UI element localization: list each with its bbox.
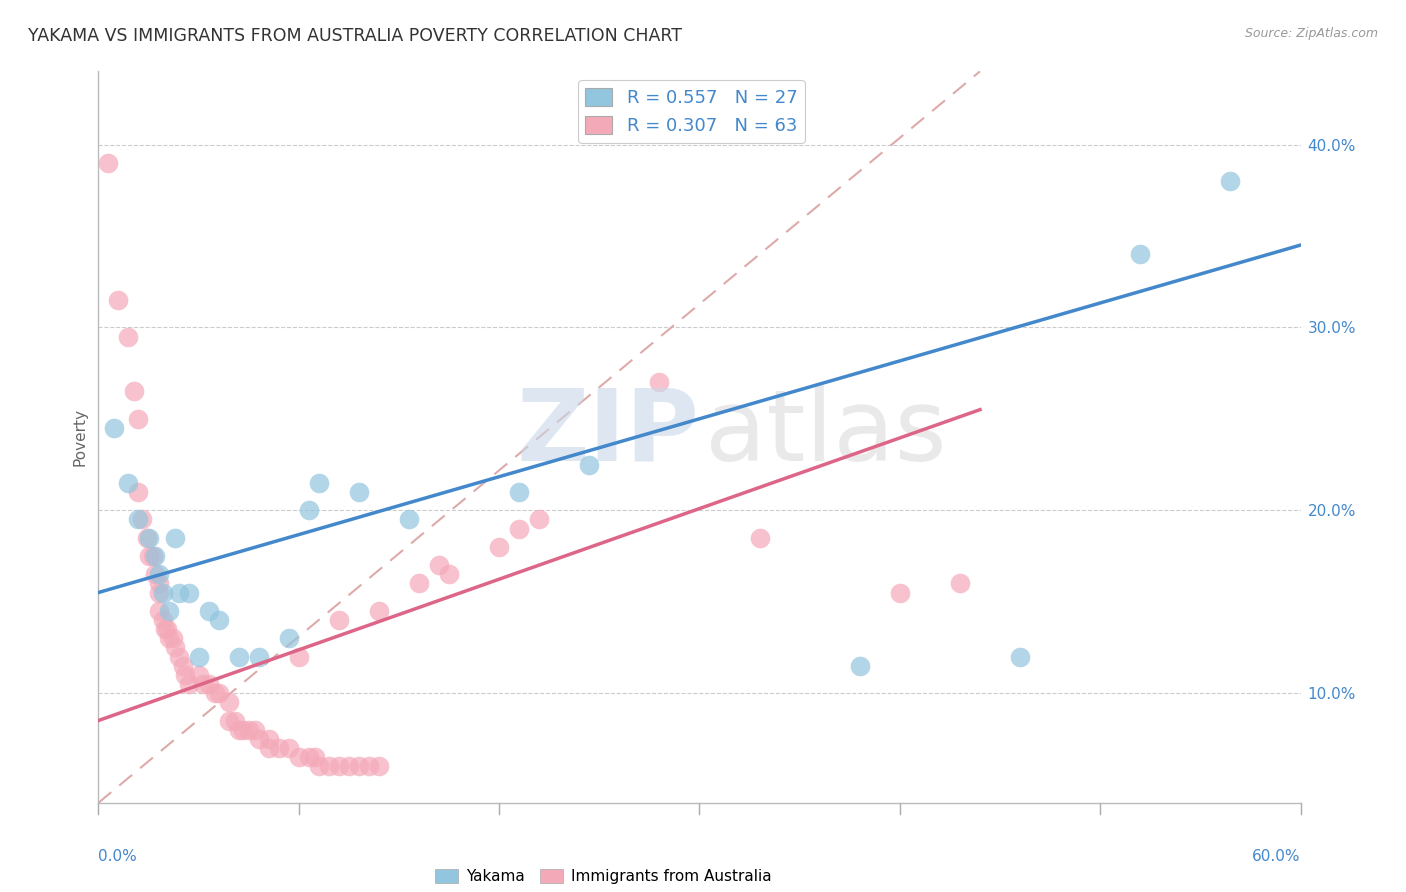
Point xyxy=(398,512,420,526)
Point xyxy=(97,155,120,169)
Point xyxy=(117,475,139,490)
Point xyxy=(328,759,350,773)
Point xyxy=(427,558,450,573)
Point xyxy=(368,604,391,618)
Point xyxy=(148,576,170,591)
Point xyxy=(243,723,266,737)
Point xyxy=(208,686,231,700)
Point xyxy=(135,531,157,545)
Point xyxy=(152,585,174,599)
Point xyxy=(143,549,166,563)
Point xyxy=(152,613,174,627)
Point xyxy=(357,759,380,773)
Point xyxy=(337,759,360,773)
Point xyxy=(408,576,430,591)
Point xyxy=(157,604,180,618)
Point xyxy=(228,649,250,664)
Point xyxy=(232,723,254,737)
Point xyxy=(298,750,321,764)
Point xyxy=(308,475,330,490)
Point xyxy=(318,759,340,773)
Point xyxy=(173,667,195,681)
Point xyxy=(148,585,170,599)
Point xyxy=(117,329,139,343)
Point xyxy=(277,740,299,755)
Point xyxy=(163,531,186,545)
Point xyxy=(124,384,146,399)
Point xyxy=(648,375,671,389)
Point xyxy=(298,503,321,517)
Point xyxy=(128,512,150,526)
Point xyxy=(172,658,194,673)
Point xyxy=(162,632,184,646)
Point xyxy=(128,485,150,500)
Point xyxy=(197,604,219,618)
Point xyxy=(238,723,260,737)
Point xyxy=(578,458,600,472)
Text: Source: ZipAtlas.com: Source: ZipAtlas.com xyxy=(1244,27,1378,40)
Point xyxy=(347,485,370,500)
Point xyxy=(197,677,219,691)
Point xyxy=(138,549,160,563)
Point xyxy=(368,759,391,773)
Text: atlas: atlas xyxy=(706,385,948,482)
Point xyxy=(204,686,226,700)
Point xyxy=(257,731,280,746)
Point xyxy=(153,622,176,636)
Point xyxy=(187,649,209,664)
Point xyxy=(304,750,326,764)
Text: YAKAMA VS IMMIGRANTS FROM AUSTRALIA POVERTY CORRELATION CHART: YAKAMA VS IMMIGRANTS FROM AUSTRALIA POVE… xyxy=(28,27,682,45)
Point xyxy=(488,540,510,554)
Text: 60.0%: 60.0% xyxy=(1253,848,1301,863)
Point xyxy=(177,585,200,599)
Point xyxy=(208,613,231,627)
Point xyxy=(288,649,311,664)
Point xyxy=(218,714,240,728)
Point xyxy=(155,622,177,636)
Point xyxy=(277,632,299,646)
Point xyxy=(748,531,770,545)
Point xyxy=(508,521,530,535)
Point xyxy=(949,576,972,591)
Point xyxy=(328,613,350,627)
Point xyxy=(247,731,270,746)
Point xyxy=(167,649,190,664)
Point xyxy=(141,549,163,563)
Point xyxy=(347,759,370,773)
Point xyxy=(267,740,290,755)
Point xyxy=(228,723,250,737)
Point xyxy=(308,759,330,773)
Point xyxy=(1010,649,1032,664)
Point xyxy=(157,632,180,646)
Point xyxy=(224,714,246,728)
Point xyxy=(128,412,150,426)
Text: ZIP: ZIP xyxy=(516,385,700,482)
Point xyxy=(1129,247,1152,261)
Point xyxy=(191,677,214,691)
Text: 0.0%: 0.0% xyxy=(98,848,138,863)
Point xyxy=(187,667,209,681)
Point xyxy=(138,531,160,545)
Point xyxy=(257,740,280,755)
Point xyxy=(103,421,125,435)
Point xyxy=(177,677,200,691)
Legend: R = 0.557   N = 27, R = 0.307   N = 63: R = 0.557 N = 27, R = 0.307 N = 63 xyxy=(578,80,804,143)
Y-axis label: Poverty: Poverty xyxy=(72,408,87,467)
Point xyxy=(131,512,153,526)
Point xyxy=(529,512,551,526)
Point xyxy=(247,649,270,664)
Point xyxy=(148,567,170,582)
Point xyxy=(1219,174,1241,188)
Point xyxy=(148,604,170,618)
Point xyxy=(163,640,186,655)
Point xyxy=(437,567,460,582)
Point xyxy=(218,695,240,709)
Point xyxy=(889,585,911,599)
Point xyxy=(167,585,190,599)
Point xyxy=(107,293,129,307)
Point xyxy=(288,750,311,764)
Point xyxy=(849,658,872,673)
Point xyxy=(143,567,166,582)
Point xyxy=(508,485,530,500)
